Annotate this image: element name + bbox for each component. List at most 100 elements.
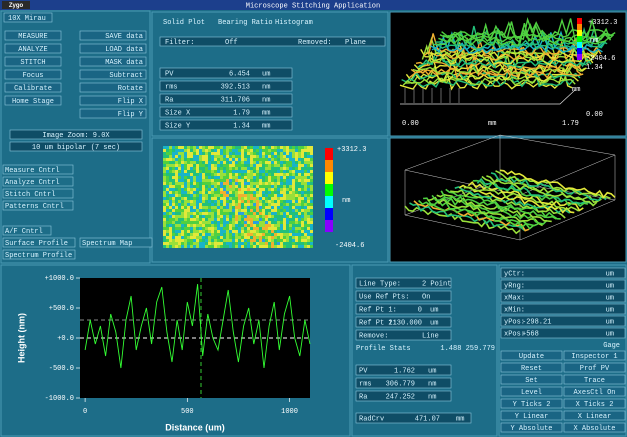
axis-field[interactable] — [500, 291, 626, 303]
profile-row[interactable] — [355, 329, 452, 341]
axes-button[interactable] — [500, 422, 563, 433]
af-button[interactable] — [2, 225, 52, 236]
axes-button[interactable] — [563, 410, 626, 421]
map-cell — [175, 176, 178, 179]
map-cell — [262, 191, 265, 194]
map-cell — [226, 218, 229, 221]
map-cell — [196, 161, 199, 164]
map-cell — [172, 245, 175, 248]
map-cell — [247, 170, 250, 173]
map-cell — [211, 227, 214, 230]
colorbar-unit: nm — [342, 197, 350, 205]
objective-box[interactable] — [3, 12, 53, 23]
left-button[interactable] — [4, 43, 62, 54]
axes-button[interactable] — [563, 374, 626, 385]
map-cell — [289, 179, 292, 182]
analysis-button[interactable] — [79, 237, 153, 248]
map-cell — [259, 209, 262, 212]
axes-button[interactable] — [563, 422, 626, 433]
left-button[interactable] — [4, 69, 62, 80]
map-cell — [220, 221, 223, 224]
mode-box[interactable] — [9, 141, 143, 152]
map-cell — [289, 242, 292, 245]
left-button[interactable] — [4, 95, 62, 106]
map-cell — [289, 209, 292, 212]
map-cell — [238, 167, 241, 170]
map-cell — [307, 155, 310, 158]
map-cell — [256, 188, 259, 191]
map-cell — [190, 167, 193, 170]
box-surface-strip — [436, 193, 552, 223]
axis-field[interactable] — [500, 303, 626, 315]
right-button[interactable] — [79, 43, 147, 54]
left-button[interactable] — [4, 56, 62, 67]
map-cell — [163, 242, 166, 245]
axes-button[interactable] — [563, 350, 626, 361]
map-cell — [259, 170, 262, 173]
analysis-button[interactable] — [2, 249, 76, 260]
map-cell — [250, 185, 253, 188]
map-cell — [169, 173, 172, 176]
map-cell — [256, 233, 259, 236]
analysis-button[interactable] — [2, 237, 76, 248]
right-button[interactable] — [79, 56, 147, 67]
axes-button[interactable] — [563, 386, 626, 397]
map-cell — [262, 239, 265, 242]
map-cell — [178, 188, 181, 191]
plot3d-label: 0.00 — [586, 111, 603, 119]
map-cell — [166, 221, 169, 224]
control-button[interactable] — [2, 164, 74, 175]
control-button[interactable] — [2, 200, 74, 211]
map-cell — [238, 152, 241, 155]
map-cell — [241, 236, 244, 239]
map-cell — [301, 149, 304, 152]
map-cell — [283, 155, 286, 158]
map-cell — [247, 218, 250, 221]
axis-field[interactable] — [500, 279, 626, 291]
map-cell — [220, 209, 223, 212]
profile-row[interactable] — [355, 277, 452, 289]
map-cell — [259, 230, 262, 233]
y-axis-title: Height (nm) — [16, 313, 26, 363]
right-button[interactable] — [79, 69, 147, 80]
map-cell — [304, 206, 307, 209]
axis-field[interactable] — [500, 267, 626, 279]
map-cell — [199, 173, 202, 176]
right-button[interactable] — [79, 30, 147, 41]
right-button[interactable] — [79, 108, 147, 119]
control-button[interactable] — [2, 188, 74, 199]
axes-button[interactable] — [500, 362, 563, 373]
colorbar-segment — [577, 24, 582, 30]
axis-field[interactable] — [500, 327, 626, 339]
axes-button[interactable] — [500, 410, 563, 421]
map-cell — [166, 152, 169, 155]
map-cell — [217, 215, 220, 218]
axes-button[interactable] — [563, 362, 626, 373]
map-cell — [214, 203, 217, 206]
right-button[interactable] — [79, 82, 147, 93]
axes-button[interactable] — [500, 350, 563, 361]
map-cell — [208, 152, 211, 155]
left-button[interactable] — [4, 82, 62, 93]
axis-field-label: xPos: — [504, 330, 525, 338]
map-cell — [184, 209, 187, 212]
profile-row[interactable] — [355, 290, 452, 302]
axes-button[interactable] — [500, 374, 563, 385]
map-cell — [175, 224, 178, 227]
axis-field[interactable] — [500, 315, 626, 327]
map-cell — [193, 200, 196, 203]
profile-row[interactable] — [355, 316, 452, 328]
map-cell — [277, 215, 280, 218]
map-cell — [292, 206, 295, 209]
map-cell — [178, 236, 181, 239]
control-button[interactable] — [2, 176, 74, 187]
axes-button[interactable] — [500, 386, 563, 397]
map-cell — [304, 227, 307, 230]
axes-button[interactable] — [500, 398, 563, 409]
right-button[interactable] — [79, 95, 147, 106]
map-cell — [220, 227, 223, 230]
map-cell — [283, 236, 286, 239]
left-button[interactable] — [4, 30, 62, 41]
axes-button[interactable] — [563, 398, 626, 409]
profile-row[interactable] — [355, 303, 452, 315]
